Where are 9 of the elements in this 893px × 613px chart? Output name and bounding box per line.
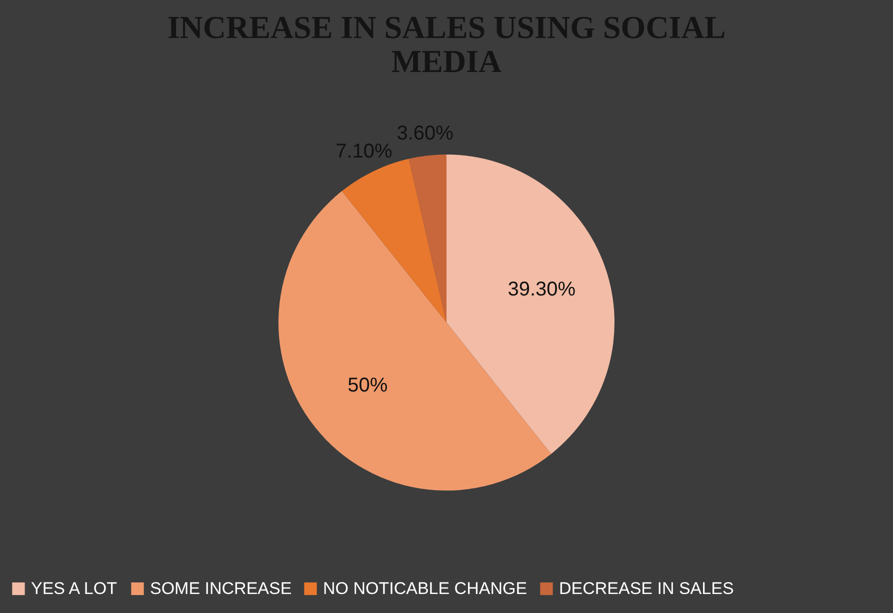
legend-label: DECREASE IN SALES [559, 578, 734, 598]
legend-label: YES A LOT [31, 578, 117, 598]
pie-slice [342, 158, 446, 322]
data-label: 50% [348, 374, 388, 396]
legend-label: SOME INCREASE [150, 578, 292, 598]
legend-label: NO NOTICABLE CHANGE [323, 578, 528, 598]
pie-slice [408, 154, 446, 322]
pie-slice [446, 154, 614, 454]
data-label: 39.30% [508, 278, 576, 300]
